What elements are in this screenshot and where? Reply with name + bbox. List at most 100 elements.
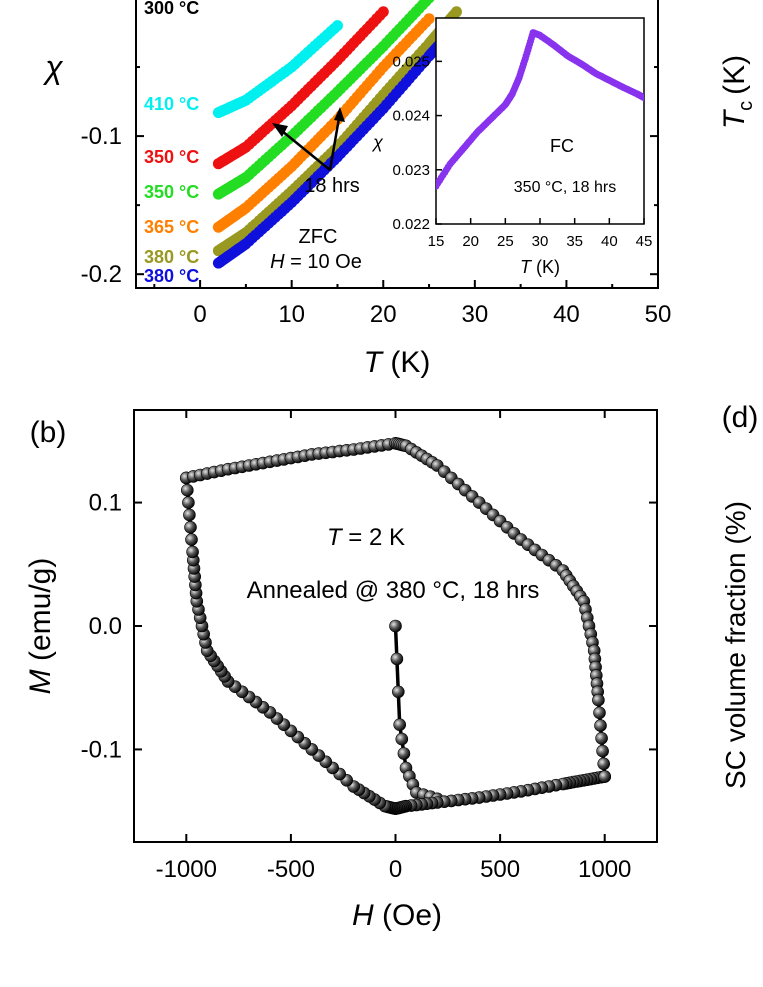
inset-series-0: [436, 29, 644, 190]
series-1: [212, 20, 343, 119]
panel-a-series-labels: 300 °C 410 °C 350 °C 350 °C 365 °C 380 °C380 …: [144, 0, 199, 286]
y-tick-label: -0.2: [81, 261, 122, 288]
loop-point: [594, 719, 607, 732]
x-tick-label: 30: [461, 301, 488, 328]
panel-a-xlabel: T (K): [364, 346, 431, 379]
loop-point: [592, 693, 605, 707]
panel-b-ticks: -1000 -500 0 500 1000 0.1 0.0 -0.1: [81, 410, 657, 883]
series-label: 300 °C: [144, 0, 199, 18]
series-2: [212, 6, 389, 170]
inset-y-tick-label: 0.025: [392, 53, 430, 70]
loop-descending: [180, 471, 612, 816]
panel-b: -1000 -500 0 500 1000 0.1 0.0 -0.1 H (Oe) M (em…: [24, 409, 658, 932]
loop-point: [184, 520, 197, 534]
loop-point: [397, 747, 411, 760]
series-3: [212, 0, 435, 200]
temperature-label: T = 2 K: [327, 524, 405, 551]
b-x-tick-label: -1000: [156, 856, 217, 883]
panel-a-frame: [135, 0, 659, 289]
x-tick-label: 50: [645, 301, 672, 328]
inset-x-tick-label: 35: [566, 233, 583, 250]
inset-point: [640, 94, 644, 102]
tc-unit: (K): [718, 55, 751, 95]
x-tick-label: 10: [278, 301, 305, 328]
inset-x-tick-label: 30: [532, 233, 549, 250]
x-tick-label: 0: [193, 301, 206, 328]
arrows: [272, 107, 345, 171]
panel-a-inset: 15 20 25 30 35 40 45 0.022 0.023 0.024 0.025 T (K)…: [371, 17, 652, 277]
series-label: 350 °C: [144, 147, 199, 167]
inset-y-tick-label: 0.022: [392, 216, 430, 233]
tc-subscript: c: [735, 101, 757, 111]
panel-a-ticks: 0 10 20 30 40 50 -0.1 -0.2: [81, 66, 672, 328]
inset-ylabel: χ: [371, 132, 384, 152]
loop-point: [389, 619, 402, 633]
loop-virgin: [389, 619, 444, 806]
series-6: [212, 20, 462, 269]
panel-d-ylabel: SC volume fraction (%): [720, 501, 751, 789]
panel-a: 0 10 20 30 40 50 -0.1 -0.2 T (K) χ 300 °C 410 °C…: [42, 0, 671, 379]
inset-x-tick-label: 15: [428, 233, 445, 250]
inset-ticks: 15 20 25 30 35 40 45 0.022 0.023 0.024 0.025: [392, 53, 652, 250]
inset-x-tick-label: 45: [636, 233, 653, 250]
loop-point: [595, 731, 608, 745]
panel-b-ylabel: M (emu/g): [24, 558, 57, 695]
inset-x-tick-label: 40: [601, 233, 618, 250]
b-y-tick-label: 0.0: [89, 613, 122, 640]
loop-line: [393, 625, 438, 801]
anneal-label: Annealed @ 380 °C, 18 hrs: [247, 577, 540, 604]
series-label: 380 °C: [144, 266, 199, 286]
panel-a-ylabel: χ: [42, 49, 63, 85]
loop-point: [390, 652, 404, 666]
loop-point: [393, 718, 407, 732]
series-label: 350 °C: [144, 182, 199, 202]
series-label: 380 °C: [144, 247, 199, 267]
b-x-tick-label: 500: [480, 856, 520, 883]
inset-y-tick-label: 0.024: [392, 108, 430, 125]
inset-condition-label: 350 °C, 18 hrs: [514, 179, 616, 196]
point: [332, 20, 343, 32]
y-tick-label: -0.1: [81, 123, 122, 150]
series-label: 410 °C: [144, 94, 199, 114]
loop-point: [593, 706, 606, 720]
loop-point: [598, 770, 612, 783]
loop-point: [186, 545, 199, 559]
b-y-tick-label: -0.1: [81, 736, 122, 763]
panel-b-series: [180, 436, 612, 816]
point: [423, 13, 435, 25]
zfc-label: ZFC: [299, 226, 338, 248]
panel-d-label: (d): [722, 401, 759, 434]
inset-xlabel: T (K): [520, 257, 560, 277]
loop-point: [183, 508, 196, 522]
field-label: H = 10 Oe: [270, 251, 362, 273]
loop-point: [181, 483, 194, 497]
loop-point: [395, 732, 409, 746]
point: [377, 6, 389, 18]
b-x-tick-label: 1000: [578, 856, 631, 883]
hours-label: 18 hrs: [304, 175, 360, 197]
loop-point: [182, 496, 195, 509]
loop-point: [391, 685, 405, 699]
loop-ascending: [180, 436, 612, 783]
point: [451, 6, 462, 18]
b-x-tick-label: 0: [389, 856, 402, 883]
panel-b-label: (b): [30, 416, 67, 449]
inset-frame: [435, 17, 645, 225]
inset-y-tick-label: 0.023: [392, 162, 430, 179]
tc-symbol: T: [718, 108, 751, 129]
x-tick-label: 40: [553, 301, 580, 328]
panel-c-axis-label: Tc (K): [718, 55, 757, 129]
b-x-tick-label: -500: [267, 856, 315, 883]
svg-text:Tc(K): Tc (K): [718, 55, 757, 129]
series-label: 365 °C: [144, 217, 199, 237]
inset-series: [436, 29, 644, 190]
x-tick-label: 20: [370, 301, 397, 328]
panel-b-xlabel: H (Oe): [352, 899, 442, 932]
loop-point: [185, 533, 198, 546]
b-y-tick-label: 0.1: [89, 490, 122, 517]
loop-point: [597, 757, 611, 771]
inset-fc-label: FC: [550, 136, 574, 156]
panel-a-series: [212, 0, 462, 269]
inset-x-tick-label: 25: [497, 233, 514, 250]
